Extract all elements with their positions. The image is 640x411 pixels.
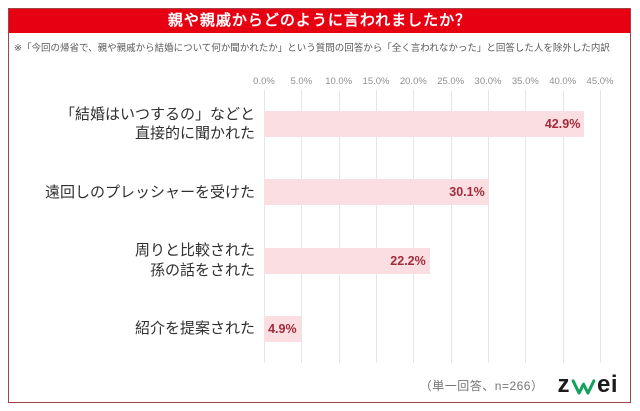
value-label: 30.1% [449,185,485,200]
gridline [600,90,601,363]
bar-area: 30.1% [264,158,600,226]
bar-chart: 「結婚はいつするの」などと 直接的に聞かれた 42.9% 遠回しのプレッシャーを… [9,90,601,363]
zwei-logo-ei: ei [596,371,618,398]
x-tick-label: 25.0% [437,76,465,87]
gridline [488,90,489,363]
footer: （単一回答、n=266） z ei [420,373,618,397]
chart-row: 周りと比較された 孫の話をされた 22.2% [9,227,600,295]
x-tick-label: 20.0% [399,76,427,87]
value-label: 4.9% [268,321,297,336]
gridline [450,90,452,363]
gridlines [264,90,601,363]
gridline [413,90,415,363]
gridline [562,90,564,363]
x-tick-label: 0.0% [253,76,275,87]
x-axis: 0.0% 5.0% 10.0% 15.0% 20.0% 25.0% 30.0% 35.0% 40… [253,76,613,90]
infographic-frame: 親や親戚からどのように言われましたか？ ※「今回の帰省で、親や親戚から結婚につい… [8,8,631,403]
x-tick-label: 15.0% [362,76,390,87]
category-label: 「結婚はいつするの」などと 直接的に聞かれた [59,105,255,143]
bar: 4.9% [264,315,301,342]
bar: 22.2% [264,247,430,274]
x-tick-label: 35.0% [511,76,539,87]
zwei-logo: z ei [557,373,618,397]
zwei-logo-w-path [571,378,596,395]
x-tick-label: 45.0% [586,76,614,87]
gridline [301,90,303,363]
response-note: （単一回答、n=266） [419,378,544,393]
gridline [338,90,340,363]
gridline [264,90,265,363]
bar-area: 22.2% [264,227,600,295]
zwei-logo-z: z [557,371,570,398]
category-label: 遠回しのプレッシャーを受けた [44,183,255,201]
chart-rows: 「結婚はいつするの」などと 直接的に聞かれた 42.9% 遠回しのプレッシャーを… [9,90,600,363]
chart-row: 遠回しのプレッシャーを受けた 30.1% [9,158,600,226]
gridline [376,90,377,363]
bar: 42.9% [264,111,585,138]
bar-area: 4.9% [264,295,600,363]
bar-area: 42.9% [264,90,600,158]
x-tick-label: 10.0% [325,76,353,87]
survey-note: ※「今回の帰省で、親や親戚から結婚について何か聞かれたか」という質問の回答から「… [14,43,610,54]
x-tick-label: 30.0% [474,76,502,87]
gridline [525,90,527,363]
category-label: 周りと比較された 孫の話をされた [134,242,255,279]
bar: 30.1% [264,179,489,206]
x-tick-label: 5.0% [290,76,313,87]
x-tick-label: 40.0% [549,76,577,87]
value-label: 42.9% [544,117,581,132]
zwei-logo-w-icon [571,378,596,395]
chart-row: 紹介を提案された 4.9% [9,295,600,363]
chart-row: 「結婚はいつするの」などと 直接的に聞かれた 42.9% [9,90,600,158]
value-label: 22.2% [390,253,426,268]
category-label: 紹介を提案された [134,320,255,338]
page-title: 親や親戚からどのように言われましたか？ [9,9,630,33]
